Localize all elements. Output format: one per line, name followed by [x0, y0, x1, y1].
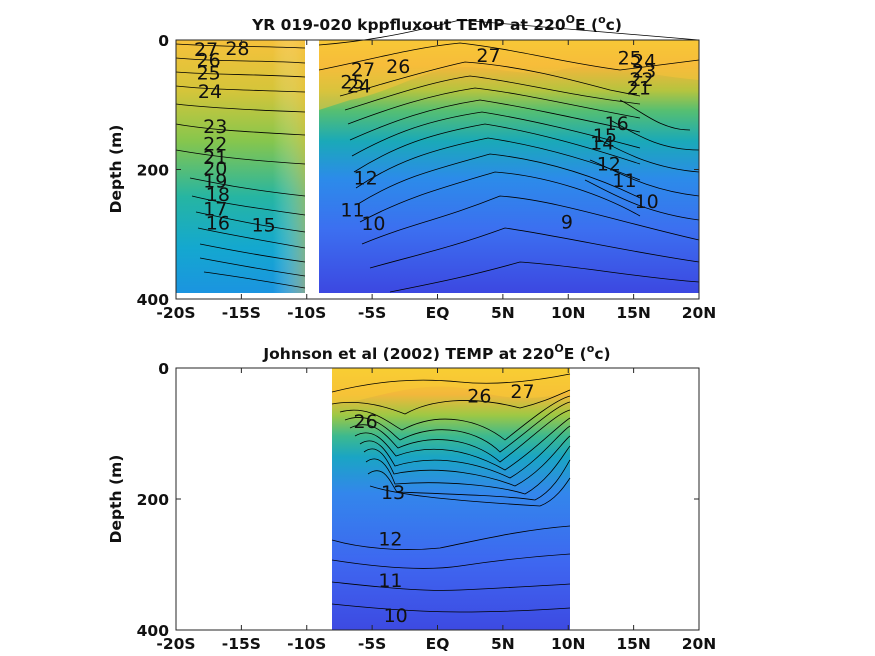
- contour-label: 23: [203, 116, 227, 138]
- contour-label: 12: [353, 167, 377, 189]
- top-title-unit-close: c): [606, 16, 622, 34]
- contour-label: 17: [203, 198, 227, 220]
- bottom-contour-labels: 26 27 26 13 12 11 10: [353, 381, 534, 627]
- y-tick-label: 0: [158, 360, 169, 378]
- contour-label: 27: [476, 45, 500, 67]
- bottom-title-main: Johnson et al (2002) TEMP at 220: [262, 345, 554, 363]
- contour-label: 11: [340, 200, 364, 222]
- top-contours-west: [175, 43, 306, 289]
- top-title-celsius-sup: o: [598, 13, 606, 26]
- contour-label: 9: [561, 211, 573, 233]
- contour-label: 25: [197, 62, 221, 84]
- contour-label: 26: [197, 49, 221, 71]
- contour-label: 27: [351, 59, 375, 81]
- x-tick-label: -10S: [287, 304, 326, 322]
- bottom-title-unit-close: c): [594, 345, 610, 363]
- contour-label: 25: [618, 47, 642, 69]
- contour-label: 21: [203, 147, 227, 169]
- top-field-warm-dome: [319, 40, 699, 110]
- contour-label: 22: [629, 69, 653, 91]
- bottom-x-ticks: -20S -15S -10S -5S EQ 5N 10N 15N 20N: [156, 368, 716, 653]
- bottom-panel: Johnson et al (2002) TEMP at 220OE (oc) …: [107, 342, 716, 653]
- top-panel-title: YR 019-020 kppfluxout TEMP at 220OE (oc): [251, 13, 622, 34]
- top-title-main: YR 019-020 kppfluxout TEMP at 220: [251, 16, 566, 34]
- x-tick-label: 15N: [616, 635, 651, 653]
- contour-label: 22: [203, 134, 227, 156]
- contour-label: 18: [206, 184, 230, 206]
- contour-label: 20: [203, 158, 227, 180]
- contour-label: 16: [605, 113, 629, 135]
- x-tick-label: -20S: [156, 304, 195, 322]
- x-tick-label: -15S: [222, 635, 261, 653]
- x-tick-label: 10N: [551, 635, 586, 653]
- top-panel: YR 019-020 kppfluxout TEMP at 220OE (oc): [107, 13, 716, 322]
- y-tick-label: 400: [137, 622, 170, 640]
- contour-label: 24: [632, 51, 656, 73]
- svg-text:YR 019-020 kppfluxout TEMP at: YR 019-020 kppfluxout TEMP at 220OE (oc): [251, 13, 622, 34]
- y-tick-label: 400: [137, 291, 170, 309]
- contour-label: 12: [597, 154, 621, 176]
- y-tick-label: 0: [158, 32, 169, 50]
- y-tick-label: 200: [137, 491, 170, 509]
- contour-label: 13: [381, 482, 405, 504]
- bottom-title-degree-sup: O: [554, 342, 563, 355]
- svg-text:Johnson et al (2002) TEMP at 2: Johnson et al (2002) TEMP at 220OE (oc): [262, 342, 610, 363]
- bottom-panel-title: Johnson et al (2002) TEMP at 220OE (oc): [262, 342, 610, 363]
- bottom-y-axis-label: Depth (m): [107, 455, 125, 544]
- bottom-title-unit-open: E (: [564, 345, 587, 363]
- contour-label: 10: [384, 605, 408, 627]
- bottom-field-warm-top: [332, 368, 570, 404]
- contour-label: 26: [386, 56, 410, 78]
- x-tick-label: EQ: [426, 304, 450, 322]
- contour-label: 28: [225, 38, 249, 60]
- contour-label: 10: [635, 191, 659, 213]
- bottom-title-celsius-sup: o: [587, 342, 595, 355]
- x-tick-label: -20S: [156, 635, 195, 653]
- x-tick-label: -10S: [287, 635, 326, 653]
- contour-label: 27: [194, 39, 218, 61]
- contour-label: 14: [590, 132, 614, 154]
- x-tick-label: 5N: [491, 304, 515, 322]
- contour-label: 26: [467, 386, 491, 408]
- contour-label: 24: [198, 81, 222, 103]
- contour-label: 21: [627, 77, 651, 99]
- top-title-unit-open: E (: [575, 16, 598, 34]
- x-tick-label: 5N: [491, 635, 515, 653]
- top-title-degree-sup: O: [566, 13, 575, 26]
- top-contours-east: [318, 19, 700, 293]
- x-tick-label: 10N: [551, 304, 586, 322]
- contour-label: 23: [632, 60, 656, 82]
- x-tick-label: EQ: [426, 635, 450, 653]
- contour-label: 27: [510, 381, 534, 403]
- top-missing-band: [305, 40, 319, 293]
- x-tick-label: 20N: [682, 635, 717, 653]
- contour-label: 25: [340, 71, 364, 93]
- y-tick-label: 200: [137, 162, 170, 180]
- bottom-y-ticks: 0 200 400: [137, 360, 699, 640]
- x-tick-label: 20N: [682, 304, 717, 322]
- contour-label: 15: [593, 125, 617, 147]
- x-tick-label: 15N: [616, 304, 651, 322]
- contour-label: 10: [361, 213, 385, 235]
- contour-label: 12: [378, 528, 402, 550]
- x-tick-label: -5S: [358, 635, 386, 653]
- bottom-contours: [331, 373, 571, 613]
- contour-label: 24: [347, 75, 371, 97]
- contour-label: 26: [353, 411, 377, 433]
- contour-label: 15: [252, 215, 276, 237]
- contour-label: 11: [378, 570, 402, 592]
- contour-label: 19: [203, 171, 227, 193]
- contour-label: 16: [206, 213, 230, 235]
- top-x-ticks: -20S -15S -10S -5S EQ 5N 10N 15N 20N: [156, 40, 716, 322]
- top-y-axis-label: Depth (m): [107, 125, 125, 214]
- top-field-west-warm-shift: [176, 40, 305, 293]
- x-tick-label: -5S: [358, 304, 386, 322]
- x-tick-label: -15S: [222, 304, 261, 322]
- contour-label: 11: [612, 170, 636, 192]
- top-y-ticks: 0 200 400: [137, 32, 699, 309]
